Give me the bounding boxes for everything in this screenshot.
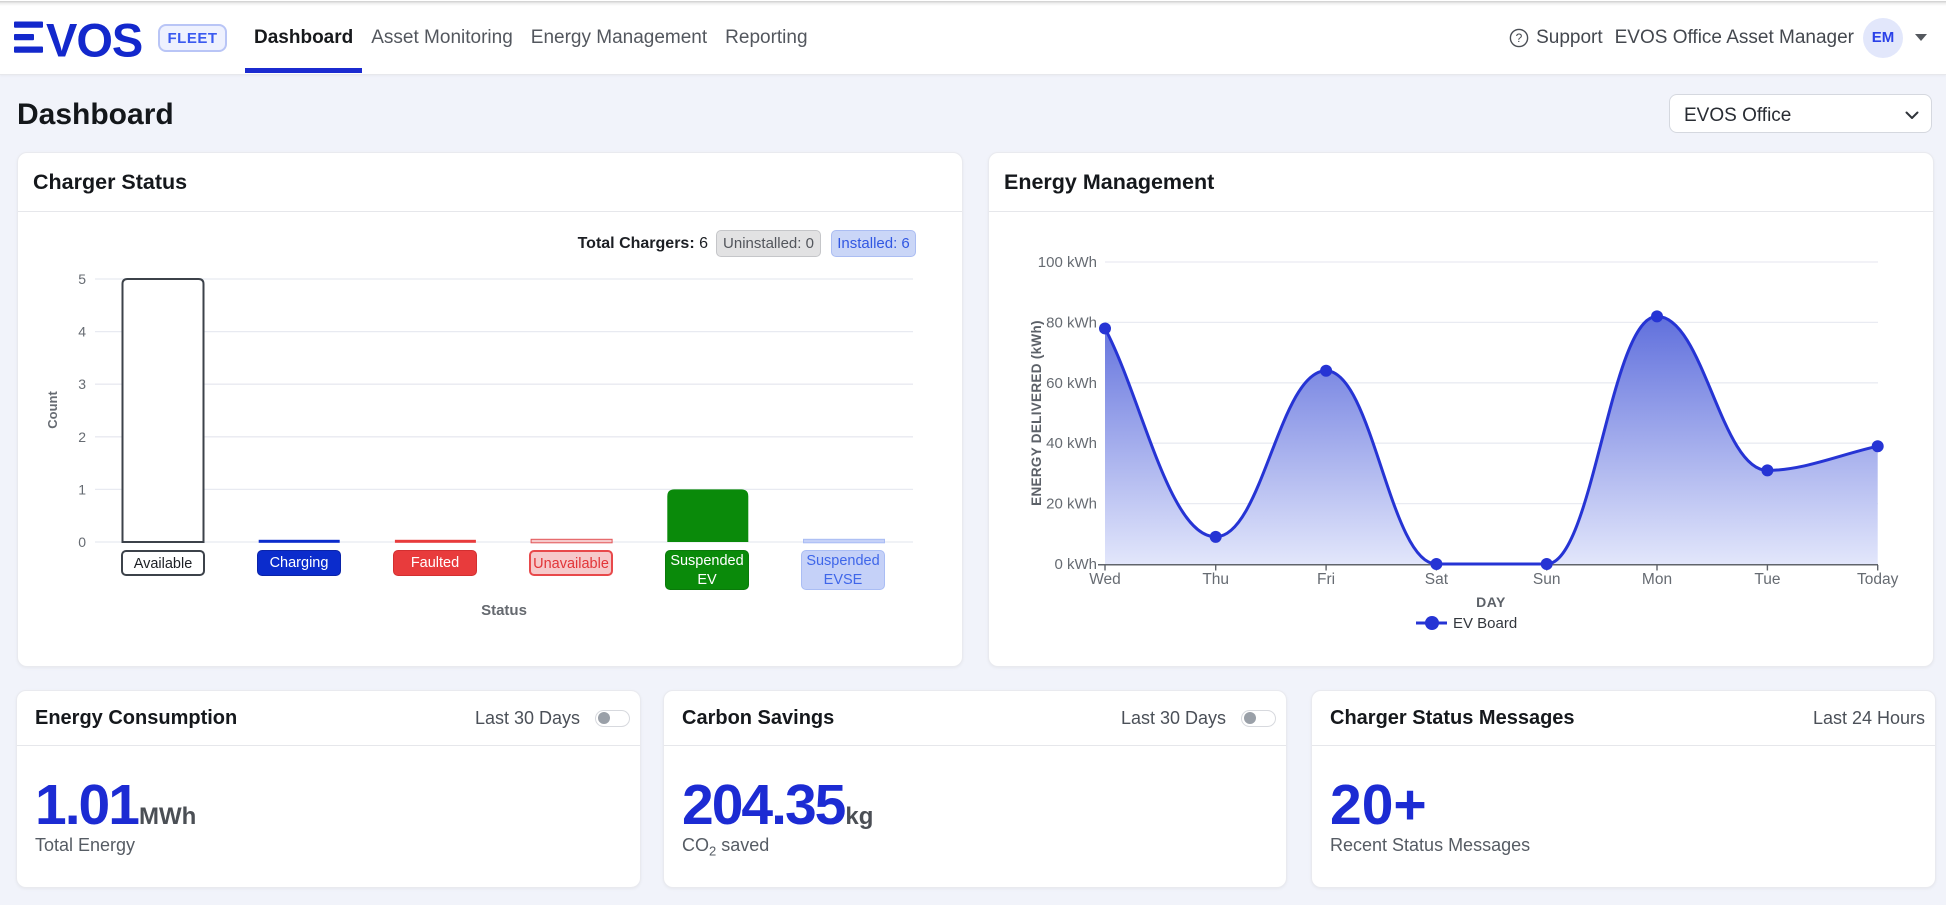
svg-text:Today: Today — [1857, 571, 1899, 588]
svg-text:Fri: Fri — [1317, 571, 1335, 588]
svg-text:0: 0 — [78, 534, 86, 550]
svg-text:Wed: Wed — [1089, 571, 1121, 588]
svg-text:80 kWh: 80 kWh — [1046, 314, 1097, 331]
svg-text:EV Board: EV Board — [1453, 615, 1517, 632]
svg-text:Mon: Mon — [1642, 571, 1672, 588]
svg-text:?: ? — [1516, 31, 1523, 45]
svg-text:DAY: DAY — [1476, 594, 1506, 610]
svg-text:2: 2 — [78, 429, 86, 445]
svg-text:Tue: Tue — [1754, 571, 1780, 588]
svg-text:3: 3 — [78, 376, 86, 392]
svg-text:ENERGY DELIVERED (kWh): ENERGY DELIVERED (kWh) — [1029, 320, 1044, 506]
svg-text:4: 4 — [78, 324, 86, 340]
svg-text:0 kWh: 0 kWh — [1054, 556, 1097, 573]
svg-text:100 kWh: 100 kWh — [1038, 254, 1097, 271]
svg-text:60 kWh: 60 kWh — [1046, 375, 1097, 392]
svg-text:40 kWh: 40 kWh — [1046, 435, 1097, 452]
svg-text:5: 5 — [78, 271, 86, 287]
svg-text:Thu: Thu — [1202, 571, 1229, 588]
svg-text:Sat: Sat — [1425, 571, 1449, 588]
svg-text:1: 1 — [78, 481, 86, 497]
svg-text:20 kWh: 20 kWh — [1046, 496, 1097, 513]
svg-text:VOS: VOS — [46, 14, 142, 62]
svg-text:Sun: Sun — [1533, 571, 1561, 588]
svg-text:Count: Count — [45, 391, 60, 429]
